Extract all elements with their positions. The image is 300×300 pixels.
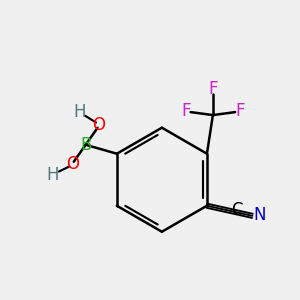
Text: F: F <box>208 80 218 98</box>
Text: H: H <box>46 167 59 184</box>
Text: F: F <box>235 102 244 120</box>
Text: B: B <box>80 136 91 154</box>
Text: H: H <box>74 103 86 121</box>
Text: F: F <box>182 102 191 120</box>
Text: N: N <box>253 206 266 224</box>
Text: O: O <box>66 155 79 173</box>
Text: C: C <box>231 201 242 219</box>
Text: O: O <box>92 116 106 134</box>
